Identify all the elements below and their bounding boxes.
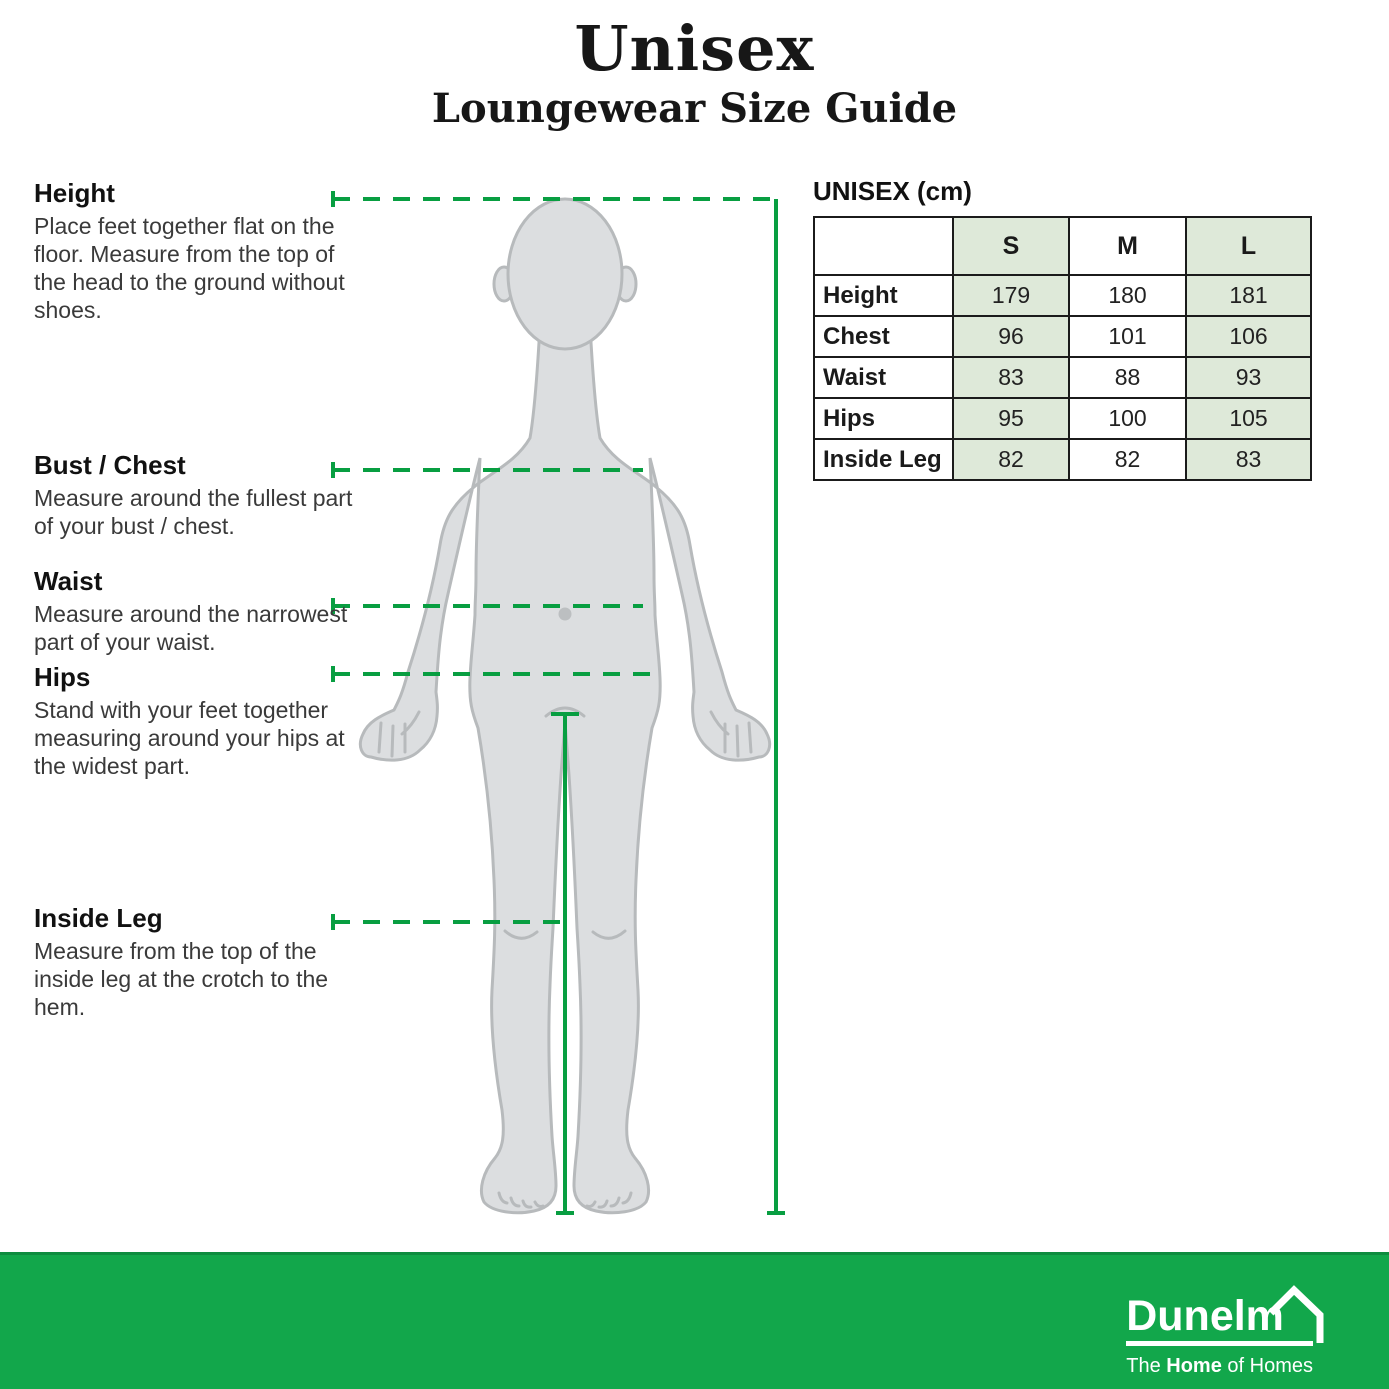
size-column-s: S bbox=[952, 216, 1070, 276]
measurement-block-hips: Hips Stand with your feet together measu… bbox=[34, 662, 364, 780]
page-title: Unisex bbox=[574, 12, 815, 85]
table-row-chest: Chest 96 101 106 bbox=[813, 315, 1312, 358]
brand-tagline: The Home of Homes bbox=[1126, 1355, 1313, 1378]
page-subtitle: Loungewear Size Guide bbox=[431, 85, 958, 133]
hips-measure-line bbox=[331, 666, 658, 682]
size-cell: 83 bbox=[1185, 438, 1312, 481]
waist-measure-line bbox=[331, 598, 643, 614]
measurement-label: Height bbox=[34, 178, 115, 208]
size-cell: 106 bbox=[1185, 315, 1312, 358]
row-label: Chest bbox=[813, 315, 954, 358]
row-label: Inside Leg bbox=[813, 438, 954, 481]
brand-underline bbox=[1126, 1341, 1313, 1346]
size-cell: 82 bbox=[1068, 438, 1187, 481]
dunelm-logo: Dunelm The Home of Homes bbox=[1126, 1285, 1324, 1378]
inside-leg-measure-line bbox=[331, 712, 579, 1215]
head bbox=[506, 197, 624, 351]
measurement-description: Place feet together flat on the floor. M… bbox=[34, 213, 345, 323]
measurement-description: Stand with your feet together measuring … bbox=[34, 697, 345, 779]
measurement-label: Inside Leg bbox=[34, 903, 163, 933]
measurement-label: Waist bbox=[34, 566, 103, 596]
table-row-height: Height 179 180 181 bbox=[813, 274, 1312, 317]
size-table-section: UNISEX (cm) S M L Height 179 180 181 bbox=[813, 176, 1312, 481]
house-roof-icon bbox=[1268, 1285, 1324, 1343]
size-column-l: L bbox=[1185, 216, 1312, 276]
measurement-block-bust-chest: Bust / Chest Measure around the fullest … bbox=[34, 450, 364, 540]
measurement-description: Measure from the top of the inside leg a… bbox=[34, 938, 329, 1020]
size-table-corner-cell bbox=[813, 216, 954, 276]
size-table: S M L Height 179 180 181 Chest 96 101 10… bbox=[813, 216, 1312, 481]
size-cell: 179 bbox=[952, 274, 1070, 317]
bust-measure-line bbox=[331, 462, 643, 478]
tagline-bold: Home bbox=[1166, 1355, 1222, 1377]
size-cell: 180 bbox=[1068, 274, 1187, 317]
size-table-header-row: S M L bbox=[813, 216, 1312, 276]
size-cell: 83 bbox=[952, 356, 1070, 399]
size-cell: 82 bbox=[952, 438, 1070, 481]
table-row-hips: Hips 95 100 105 bbox=[813, 397, 1312, 440]
table-row-waist: Waist 83 88 93 bbox=[813, 356, 1312, 399]
measurement-block-inside-leg: Inside Leg Measure from the top of the i… bbox=[34, 903, 364, 1021]
navel-dot bbox=[558, 607, 572, 621]
size-cell: 95 bbox=[952, 397, 1070, 440]
size-cell: 96 bbox=[952, 315, 1070, 358]
size-column-m: M bbox=[1068, 216, 1187, 276]
body-detail-lines bbox=[377, 706, 753, 1209]
measurement-description: Measure around the narrowest part of you… bbox=[34, 601, 348, 655]
table-row-inside-leg: Inside Leg 82 82 83 bbox=[813, 438, 1312, 481]
size-cell: 88 bbox=[1068, 356, 1187, 399]
row-label: Hips bbox=[813, 397, 954, 440]
row-label: Waist bbox=[813, 356, 954, 399]
brand-name: Dunelm bbox=[1126, 1292, 1284, 1340]
measurement-description: Measure around the fullest part of your … bbox=[34, 485, 353, 539]
size-cell: 105 bbox=[1185, 397, 1312, 440]
footer-bar: Dunelm The Home of Homes bbox=[0, 1252, 1389, 1389]
row-label: Height bbox=[813, 274, 954, 317]
tagline-prefix: The bbox=[1126, 1355, 1167, 1377]
size-cell: 93 bbox=[1185, 356, 1312, 399]
size-cell: 181 bbox=[1185, 274, 1312, 317]
measurement-block-waist: Waist Measure around the narrowest part … bbox=[34, 566, 364, 656]
size-cell: 100 bbox=[1068, 397, 1187, 440]
size-cell: 101 bbox=[1068, 315, 1187, 358]
size-table-title: UNISEX (cm) bbox=[813, 176, 972, 206]
page-header: Unisex Loungewear Size Guide bbox=[0, 16, 1389, 132]
measurement-block-height: Height Place feet together flat on the f… bbox=[34, 178, 364, 324]
tagline-suffix: of Homes bbox=[1221, 1355, 1313, 1377]
measurement-lines bbox=[331, 191, 785, 1215]
height-measure-line bbox=[331, 191, 785, 1215]
measurement-label: Hips bbox=[34, 662, 91, 692]
measurement-label: Bust / Chest bbox=[34, 450, 186, 480]
